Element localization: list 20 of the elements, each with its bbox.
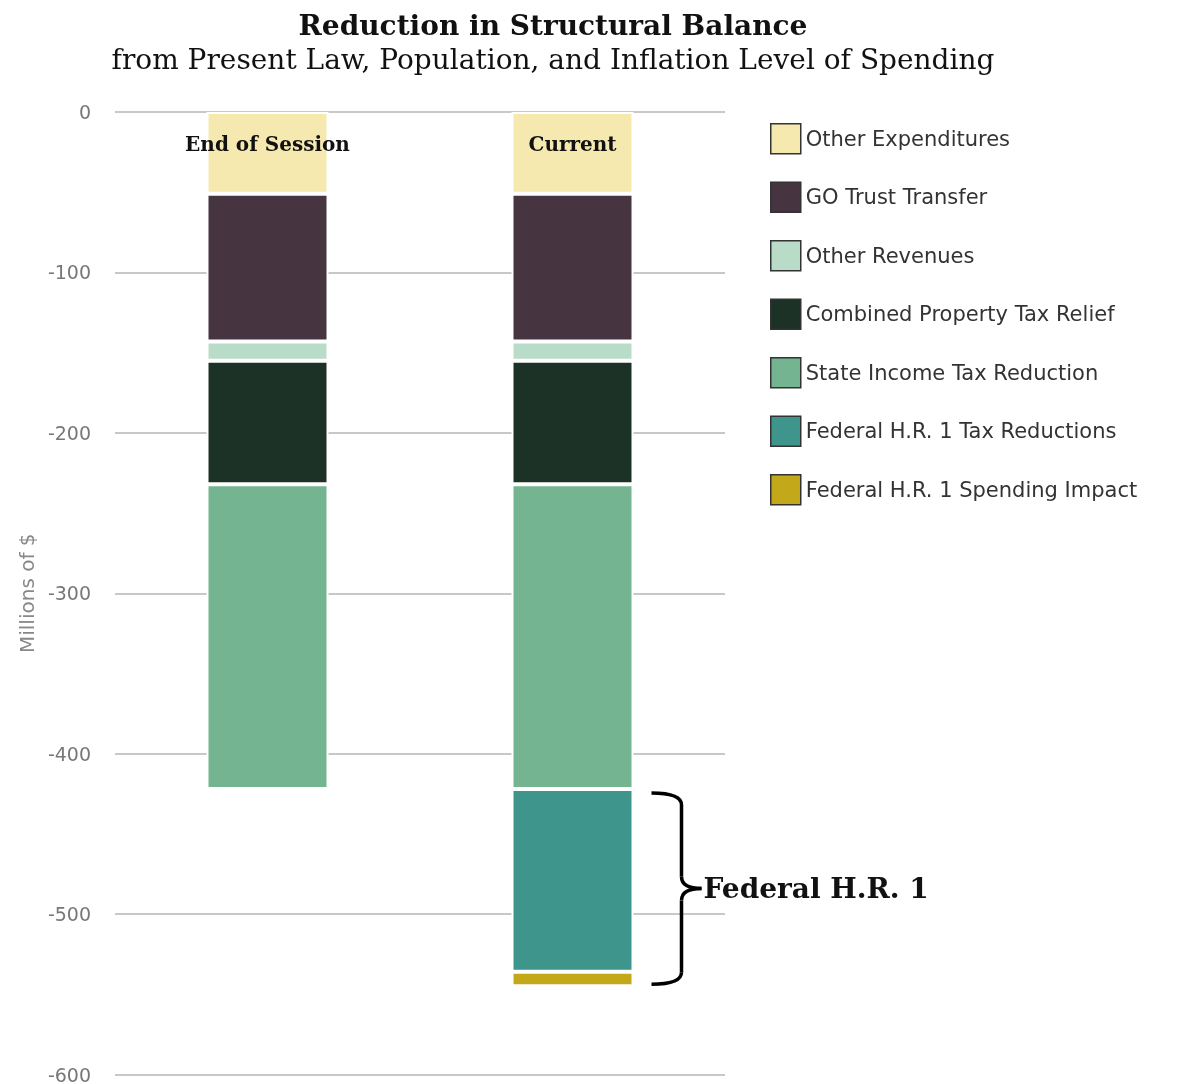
legend-label: Federal H.R. 1 Spending Impact xyxy=(805,477,1138,502)
legend-label: Combined Property Tax Relief xyxy=(805,302,1116,327)
legend-label: GO Trust Transfer xyxy=(805,185,988,210)
x-tick-label: Current xyxy=(528,132,618,156)
chart-title: Reduction in Structural Balance xyxy=(298,8,808,42)
legend-label: Other Revenues xyxy=(805,243,975,268)
chart-subtitle: from Present Law, Population, and Inflation Level of Spending xyxy=(111,42,995,76)
y-tick-label: -100 xyxy=(47,261,91,284)
legend-label: Federal H.R. 1 Tax Reductions xyxy=(805,419,1117,444)
legend-label: Other Expenditures xyxy=(805,126,1011,151)
y-tick-label: -400 xyxy=(47,742,91,765)
x-tick-label: End of Session xyxy=(185,132,351,156)
annotation: Federal H.R. 1 xyxy=(703,872,929,906)
y-tick-label: -300 xyxy=(47,582,91,605)
y-tick-label: -600 xyxy=(47,1063,91,1084)
y-axis-title: Millions of $ xyxy=(14,533,39,654)
legend-label: State Income Tax Reduction xyxy=(805,360,1099,385)
y-tick-label: -500 xyxy=(47,903,91,926)
y-tick-label: -200 xyxy=(47,421,91,444)
y-tick-label: 0 xyxy=(78,101,91,123)
